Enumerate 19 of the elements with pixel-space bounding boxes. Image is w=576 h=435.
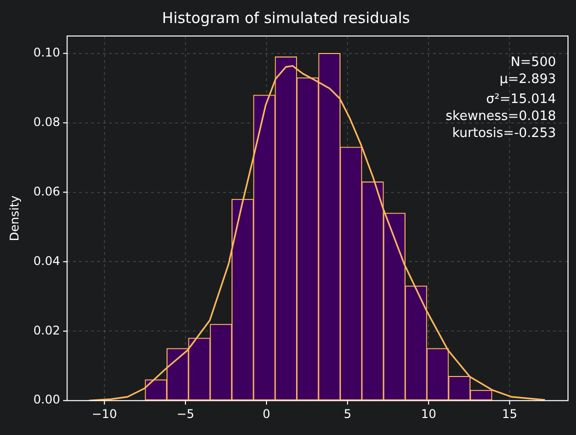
x-tick-label: 15 bbox=[502, 406, 518, 421]
x-tick-label: −10 bbox=[92, 406, 118, 421]
annotation: μ=2.893 bbox=[500, 72, 556, 87]
x-tick-label: −5 bbox=[176, 406, 194, 421]
annotation: kurtosis=-0.253 bbox=[452, 126, 556, 141]
y-tick-label: 0.00 bbox=[33, 392, 60, 407]
y-tick-label: 0.06 bbox=[33, 184, 60, 198]
annotation: N=500 bbox=[510, 55, 556, 70]
x-tick-label: 10 bbox=[420, 406, 436, 421]
y-tick-label: 0.04 bbox=[33, 254, 60, 268]
x-tick-label: 5 bbox=[344, 406, 352, 421]
y-tick-label: 0.08 bbox=[33, 114, 60, 129]
annotation: skewness=0.018 bbox=[446, 109, 556, 124]
y-tick-label: 0.02 bbox=[33, 323, 60, 338]
x-tick-label: 0 bbox=[262, 406, 270, 421]
chart-title: Histogram of simulated residuals bbox=[162, 8, 410, 27]
y-tick-label: 0.10 bbox=[33, 45, 60, 60]
annotation: σ²=15.014 bbox=[486, 92, 556, 107]
y-axis-title: Density bbox=[7, 195, 22, 242]
